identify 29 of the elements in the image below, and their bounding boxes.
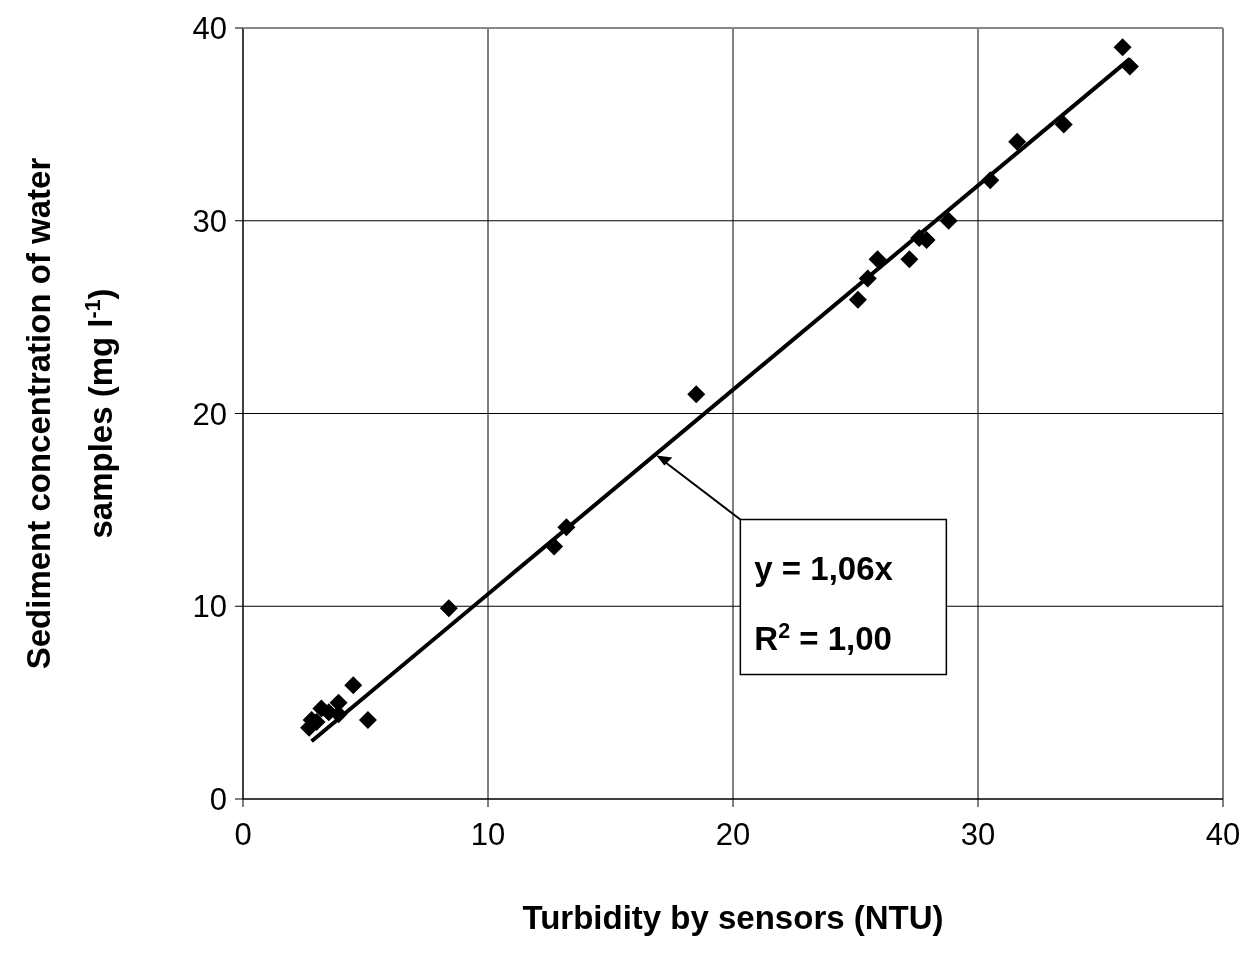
point <box>1120 57 1139 76</box>
point <box>557 518 576 537</box>
annotation: R$^{2}$ = 1,00 <box>754 618 892 657</box>
x-tick-label: 30 <box>960 817 996 853</box>
y-tick-label: 30 <box>192 203 227 239</box>
y-tick-label: 20 <box>192 396 227 432</box>
point <box>848 290 867 309</box>
annotation: y = 1,06x <box>754 549 894 587</box>
point <box>981 171 1000 190</box>
x-tick-label: 40 <box>1205 817 1241 853</box>
point <box>358 710 377 729</box>
y-tick-label: 10 <box>192 589 227 625</box>
point <box>344 676 363 695</box>
point <box>868 250 887 269</box>
point <box>545 537 564 556</box>
point <box>687 385 706 404</box>
x-tick-label: 10 <box>470 817 506 853</box>
point <box>1113 38 1132 57</box>
y-tick-label: 40 <box>192 11 227 47</box>
x-tick-label: 0 <box>234 817 252 853</box>
point <box>1008 132 1027 151</box>
x-axis-title: Turbidity by sensors (NTU) <box>522 899 944 936</box>
point <box>858 269 877 288</box>
point <box>939 211 958 230</box>
point <box>900 250 919 269</box>
point <box>439 599 458 618</box>
x-tick-label: 20 <box>715 817 751 853</box>
point <box>1054 115 1073 134</box>
y-tick-label: 0 <box>209 782 227 818</box>
